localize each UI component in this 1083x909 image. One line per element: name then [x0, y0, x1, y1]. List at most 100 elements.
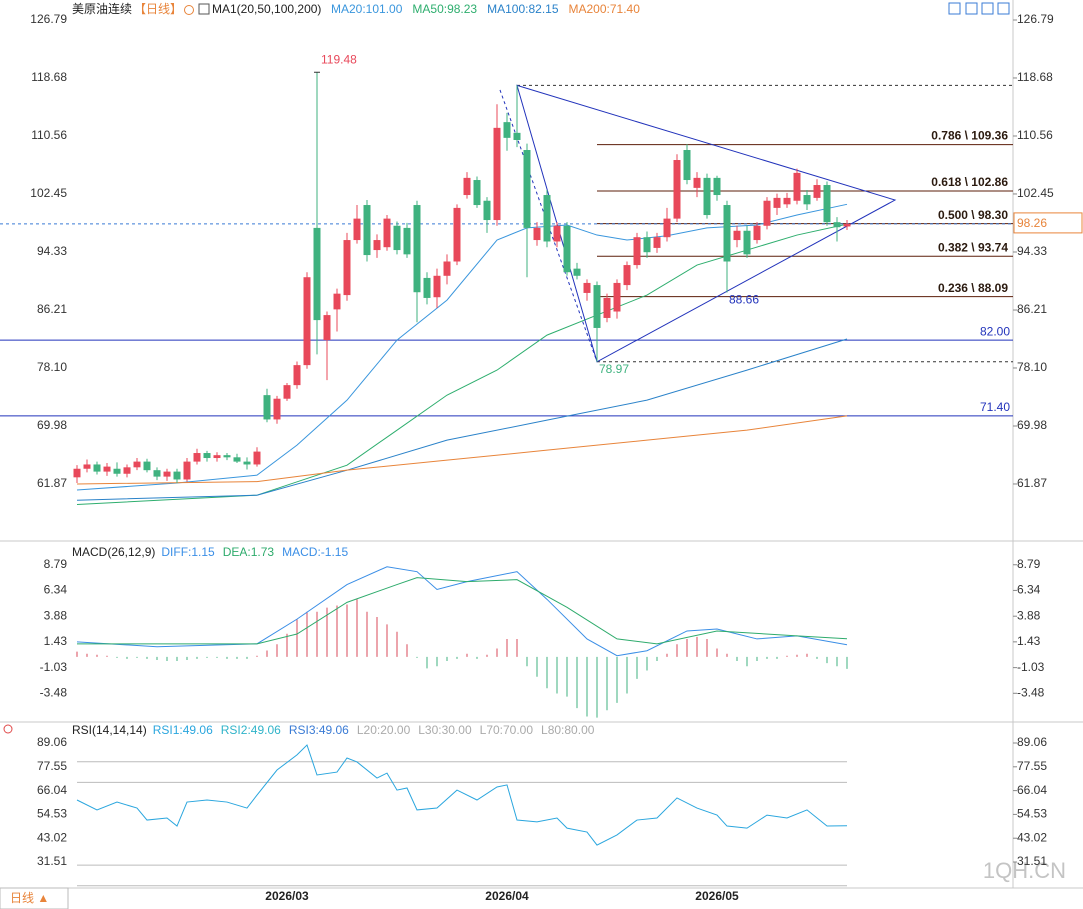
y-tick-label: 54.53	[1017, 807, 1047, 821]
zoom-icon[interactable]	[948, 2, 961, 15]
support-label: 82.00	[980, 324, 1010, 338]
rsi-line	[76, 744, 848, 846]
legend-entry: L30:30.00	[418, 723, 472, 737]
price-annotation: 88.66	[729, 293, 759, 307]
fib-label: 0.236 \ 88.09	[938, 281, 1008, 295]
y-tick-label: 8.79	[44, 557, 68, 571]
candle-body	[463, 177, 471, 196]
legend-entry: RSI1:49.06	[153, 723, 213, 737]
y-tick-label: 89.06	[1017, 735, 1047, 749]
candle-body	[333, 293, 341, 310]
indicator-icon[interactable]	[198, 3, 210, 15]
candle-body	[803, 195, 811, 205]
y-tick-label: 6.34	[44, 583, 68, 597]
zoom-icon[interactable]	[965, 2, 978, 15]
settings-icon[interactable]	[184, 5, 194, 15]
indicator-label[interactable]: MA1(20,50,100,200)	[212, 2, 321, 16]
candle-body	[513, 132, 521, 141]
period-label[interactable]: 【日线】	[134, 2, 182, 16]
candle-body	[483, 200, 491, 221]
x-tick-label: 2026/03	[265, 889, 309, 903]
candle-body	[93, 464, 101, 472]
candle-body	[243, 461, 251, 465]
y-tick-label: 31.51	[37, 854, 67, 868]
y-tick-label: 61.87	[37, 476, 67, 490]
candle-body	[343, 240, 351, 296]
candle-body	[383, 218, 391, 248]
candle-body	[683, 150, 691, 181]
candle-body	[643, 237, 651, 253]
period-button-label[interactable]: 日线 ▲	[10, 891, 49, 905]
candle-body	[673, 160, 681, 219]
candle-body	[453, 207, 461, 262]
price-annotation: 119.48	[321, 52, 357, 66]
support-label: 71.40	[980, 400, 1010, 414]
x-tick-label: 2026/04	[485, 889, 529, 903]
y-tick-label: 126.79	[30, 12, 67, 26]
y-tick-label: 66.04	[1017, 783, 1047, 797]
candle-body	[783, 197, 791, 205]
y-tick-label: 77.55	[1017, 759, 1047, 773]
legend-entry: L20:20.00	[357, 723, 411, 737]
candle-body	[323, 315, 331, 341]
candle-body	[353, 218, 361, 241]
y-tick-label: 3.88	[44, 608, 68, 622]
toolbar-icons	[948, 2, 1010, 15]
y-tick-label: 110.56	[31, 128, 67, 142]
candle-body	[403, 227, 411, 255]
legend-entry: DEA:1.73	[223, 545, 275, 559]
y-tick-label: -3.48	[40, 685, 68, 699]
candle-body	[603, 297, 611, 318]
candle-body	[533, 227, 541, 241]
y-tick-label: 1.43	[44, 634, 68, 648]
y-tick-label: 86.21	[37, 302, 67, 316]
candle-body	[73, 468, 81, 478]
candle-body	[553, 225, 561, 242]
y-tick-label: 78.10	[37, 360, 67, 374]
candle-body	[823, 185, 831, 223]
y-tick-label: 54.53	[37, 807, 67, 821]
candle-body	[723, 205, 731, 262]
candle-body	[473, 180, 481, 206]
candle-body	[183, 461, 191, 480]
y-tick-label: 78.10	[1017, 360, 1047, 374]
candle-body	[433, 275, 441, 298]
candle-body	[263, 395, 271, 420]
fib-label: 0.382 \ 93.74	[938, 240, 1008, 254]
y-tick-label: 61.87	[1017, 476, 1047, 490]
candle-body	[223, 455, 231, 458]
candle-body	[543, 195, 551, 242]
y-tick-label: 110.56	[1017, 128, 1053, 142]
candle-body	[293, 365, 301, 386]
legend-entry: MA200:71.40	[569, 2, 641, 16]
candle-body	[703, 177, 711, 216]
legend-entry: L80:80.00	[541, 723, 595, 737]
move-icon[interactable]	[997, 2, 1010, 15]
y-tick-label: 89.06	[37, 735, 67, 749]
candle-body	[113, 468, 121, 474]
y-tick-label: 94.33	[37, 244, 67, 258]
y-tick-label: 86.21	[1017, 302, 1047, 316]
candle-body	[743, 230, 751, 255]
y-tick-label: -1.03	[40, 660, 68, 674]
y-tick-label: 66.04	[37, 783, 67, 797]
candle-body	[663, 218, 671, 238]
period-button[interactable]	[0, 887, 69, 909]
candle-body	[153, 470, 161, 477]
watermark: 1QH.CN	[983, 858, 1066, 883]
candle-body	[283, 385, 291, 399]
macd-line	[76, 566, 848, 657]
x-tick-label: 2026/05	[695, 889, 739, 903]
last-price-label: 98.26	[1017, 216, 1047, 230]
settings-icon[interactable]	[3, 724, 13, 734]
y-tick-label: 118.68	[1017, 70, 1053, 84]
y-tick-label: 94.33	[1017, 244, 1047, 258]
candle-body	[173, 471, 181, 480]
move-icon[interactable]	[981, 2, 994, 15]
fib-label: 0.618 \ 102.86	[931, 175, 1008, 189]
y-tick-label: 1.43	[1017, 634, 1041, 648]
y-tick-label: 3.88	[1017, 608, 1041, 622]
candle-body	[633, 237, 641, 266]
candle-body	[583, 282, 591, 293]
y-tick-label: 43.02	[1017, 830, 1047, 844]
